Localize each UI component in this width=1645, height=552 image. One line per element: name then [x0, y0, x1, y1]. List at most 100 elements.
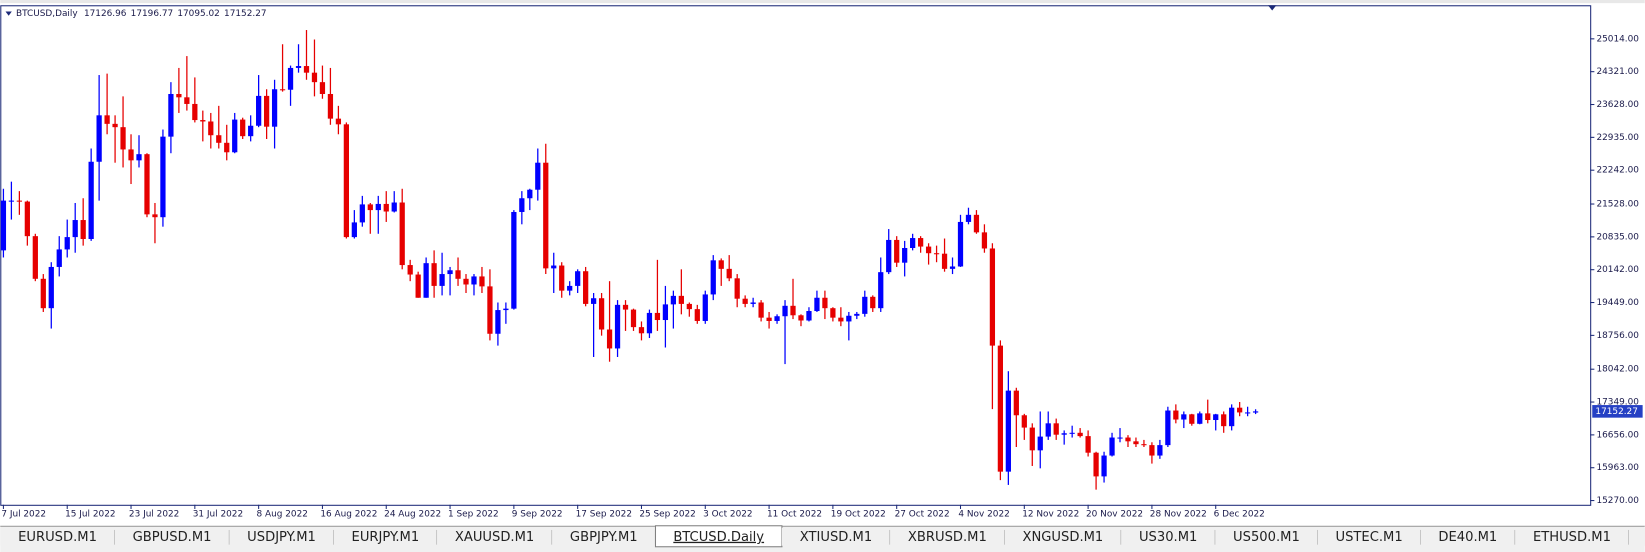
candle-body	[1029, 427, 1035, 451]
x-tick-label: 17 Sep 2022	[576, 510, 632, 520]
candle-body	[359, 204, 365, 223]
candle-body	[112, 123, 118, 128]
y-tick-label: 17349.00	[1596, 398, 1639, 408]
candle-body	[168, 93, 174, 137]
tab-label[interactable]: GBPUSD.M1	[133, 530, 212, 545]
tab[interactable]: XBRUSD.M1	[890, 527, 1006, 546]
tab-label[interactable]: ETHUSD.M1	[1533, 530, 1611, 545]
candle-body	[678, 295, 684, 304]
candle-body	[1157, 445, 1163, 456]
candle-body	[925, 246, 932, 254]
candle-body	[886, 239, 892, 273]
tab[interactable]: DE40.M1	[1420, 527, 1516, 546]
tab-label[interactable]: US30.M1	[1139, 530, 1197, 545]
tab[interactable]: XTIUSD.M1	[781, 527, 891, 546]
x-tick-label: 24 Aug 2022	[384, 510, 441, 520]
tab-label[interactable]: GBPJPY.M1	[570, 530, 638, 545]
tab[interactable]: XAUUSD.M1	[437, 527, 553, 546]
candle-body	[287, 67, 294, 90]
candle-body	[271, 89, 278, 127]
tab-background	[1215, 527, 1318, 546]
x-tick-label: 1 Sep 2022	[448, 510, 499, 520]
candle-body	[1189, 414, 1195, 424]
tab[interactable]: US500.M1	[1215, 527, 1319, 546]
candle-body	[479, 276, 485, 287]
candle-body	[646, 312, 653, 334]
tab[interactable]: GBPUSD.M1	[114, 527, 230, 546]
candle-body	[806, 311, 812, 321]
candle-body	[224, 142, 230, 153]
candle-body	[567, 285, 573, 291]
candle-body	[1013, 390, 1019, 416]
menu-triangle[interactable]	[5, 11, 12, 16]
candle-body	[614, 304, 621, 349]
tab-label[interactable]: USDJPY.M1	[247, 530, 316, 545]
tab-label[interactable]: USTEC.M1	[1336, 530, 1403, 545]
tab-label[interactable]: EURUSD.M1	[18, 530, 97, 545]
y-tick-label: 21528.00	[1596, 200, 1639, 210]
tab-label[interactable]: DE40.M1	[1438, 530, 1497, 545]
candle-body	[662, 304, 669, 321]
tab[interactable]: EURUSD.M1	[0, 527, 116, 546]
candle-body	[335, 118, 342, 125]
candle-body	[527, 189, 533, 199]
candle-body	[176, 93, 182, 98]
tab-label[interactable]: XBRUSD.M1	[908, 530, 987, 545]
candle-body	[1069, 432, 1075, 434]
tab-label[interactable]: XAUUSD.M1	[455, 530, 534, 545]
candle-body	[750, 302, 756, 304]
tab[interactable]: USTEC.M1	[1317, 527, 1422, 546]
tab[interactable]: EURJPY.M1	[333, 527, 438, 546]
x-tick-label: 11 Oct 2022	[767, 510, 822, 520]
candle-body	[1093, 452, 1099, 477]
tab-label[interactable]: XTIUSD.M1	[800, 530, 872, 545]
tab-label[interactable]: BTCUSD.Daily	[673, 530, 764, 545]
tab[interactable]: USDJPY.M1	[229, 527, 335, 546]
candle-body	[431, 263, 437, 286]
tab[interactable]: ETHUSD.M1	[1515, 527, 1630, 546]
candle-body	[838, 317, 844, 322]
tab-background	[229, 527, 334, 546]
candle-body	[24, 201, 30, 237]
candle-body	[734, 278, 740, 299]
candle-body	[686, 303, 692, 310]
tab-background	[890, 527, 1005, 546]
tab[interactable]: XNGUSD.M1	[1004, 527, 1122, 546]
candle-body	[854, 313, 860, 316]
tab-background	[552, 527, 656, 546]
candle-body	[447, 270, 453, 275]
candle-body	[1181, 414, 1187, 420]
candle-body	[1053, 423, 1059, 435]
candle-body	[399, 202, 405, 266]
x-tick-label: 15 Jul 2022	[65, 510, 115, 520]
tab[interactable]: US30.M1	[1121, 527, 1216, 546]
tab-label[interactable]: EURJPY.M1	[352, 530, 420, 545]
candle-body	[870, 296, 876, 309]
candle-body	[415, 274, 421, 298]
candle-body	[120, 127, 126, 150]
chart-header: BTCUSD,Daily 17126.96 17196.77 17095.02 …	[16, 9, 267, 19]
candle-body	[303, 66, 310, 73]
y-tick-label: 15270.00	[1596, 496, 1639, 506]
candle-body	[694, 309, 700, 321]
candle-body	[256, 95, 262, 126]
y-tick-label: 19449.00	[1596, 298, 1639, 308]
candle-body	[654, 312, 661, 321]
candle-body	[535, 162, 541, 190]
tab[interactable]: LTCUSD.M1	[1628, 527, 1645, 546]
y-tick-label: 18042.00	[1596, 365, 1639, 375]
header-low: 17095.02	[177, 9, 220, 19]
candle-body	[439, 274, 445, 286]
tab[interactable]: BTCUSD.Daily	[654, 525, 783, 548]
candle-body	[1085, 436, 1091, 453]
tab-label[interactable]: US500.M1	[1233, 530, 1300, 545]
candle-body	[88, 161, 94, 239]
candle-body	[391, 202, 397, 212]
tab-label[interactable]: XNGUSD.M1	[1023, 530, 1104, 545]
tab[interactable]: GBPJPY.M1	[552, 527, 657, 546]
candle-body	[1173, 410, 1179, 420]
candle-body	[295, 66, 302, 68]
candle-body	[248, 125, 254, 137]
candle-body	[606, 329, 613, 349]
